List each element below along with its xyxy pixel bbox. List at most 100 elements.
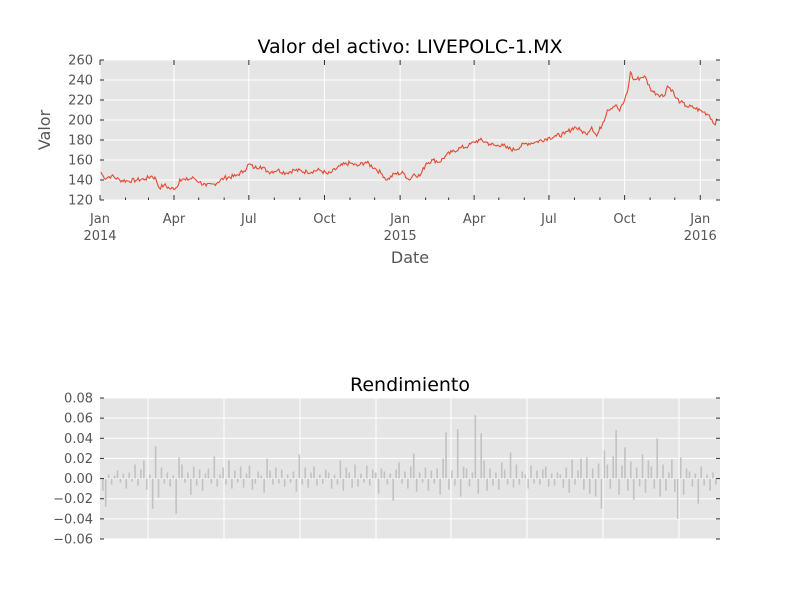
returns-bar bbox=[650, 466, 653, 479]
returns-bar bbox=[342, 478, 345, 491]
returns-bar bbox=[184, 478, 186, 483]
returns-bar bbox=[128, 472, 131, 479]
returns-bar bbox=[471, 472, 474, 479]
returns-bar bbox=[410, 466, 412, 479]
returns-bar bbox=[506, 478, 509, 485]
returns-bar bbox=[530, 465, 532, 479]
returns-bar bbox=[236, 478, 239, 483]
price-y-tick-label: 200 bbox=[68, 114, 93, 129]
returns-bar bbox=[433, 478, 436, 484]
returns-bar bbox=[407, 478, 409, 489]
returns-bar bbox=[512, 478, 515, 488]
returns-bar bbox=[448, 478, 450, 490]
returns-bar bbox=[260, 475, 263, 479]
returns-bar bbox=[307, 478, 309, 488]
returns-bar bbox=[242, 478, 245, 488]
returns-bar bbox=[330, 478, 333, 489]
price-x-tick-label: Oct bbox=[613, 212, 635, 227]
price-series bbox=[100, 70, 718, 191]
returns-bar bbox=[630, 461, 632, 479]
returns-bar bbox=[392, 478, 395, 501]
returns-bar bbox=[568, 478, 571, 493]
returns-bar bbox=[709, 478, 711, 491]
returns-bar bbox=[659, 478, 661, 497]
returns-bar bbox=[591, 468, 594, 479]
price-y-tick-label: 240 bbox=[68, 74, 93, 89]
returns-bar bbox=[239, 466, 242, 479]
returns-bar bbox=[688, 471, 691, 479]
returns-bar bbox=[386, 478, 389, 485]
returns-bar bbox=[304, 467, 307, 479]
returns-chart-title: Rendimiento bbox=[350, 374, 470, 396]
returns-bar bbox=[339, 460, 342, 479]
returns-bar bbox=[116, 470, 119, 479]
returns-bar bbox=[140, 469, 142, 479]
returns-bar bbox=[310, 472, 312, 479]
returns-bar bbox=[137, 478, 139, 486]
price-x-tick-year-label: 2014 bbox=[83, 229, 116, 244]
returns-bar bbox=[389, 473, 392, 479]
returns-bar bbox=[597, 463, 600, 479]
returns-bar bbox=[286, 474, 289, 479]
returns-bar bbox=[706, 474, 708, 479]
price-y-tick-label: 260 bbox=[68, 54, 93, 69]
returns-bar bbox=[492, 478, 494, 486]
price-y-tick-label: 220 bbox=[68, 94, 93, 109]
returns-bar bbox=[656, 438, 659, 479]
returns-bar bbox=[515, 464, 518, 479]
returns-bar bbox=[313, 466, 315, 479]
returns-bar bbox=[222, 467, 224, 479]
price-x-tick-label: Jan bbox=[689, 212, 710, 227]
returns-y-ticks: −0.06 −0.04 −0.02 0.00 0.02 0.04 0.06 0.08 bbox=[53, 392, 720, 548]
price-x-tick-label: Apr bbox=[163, 212, 186, 227]
returns-bar bbox=[586, 457, 588, 479]
returns-bar bbox=[533, 478, 535, 484]
returns-bar bbox=[674, 478, 676, 492]
returns-bar bbox=[146, 478, 148, 490]
returns-bar bbox=[509, 452, 512, 479]
price-y-tick-label: 120 bbox=[68, 194, 93, 209]
returns-bar bbox=[547, 478, 550, 487]
returns-bar bbox=[134, 464, 136, 479]
returns-bar bbox=[627, 478, 629, 491]
returns-bar bbox=[477, 478, 480, 494]
returns-bar bbox=[172, 475, 175, 479]
returns-y-tick-label: −0.06 bbox=[53, 533, 93, 548]
returns-bar bbox=[456, 429, 459, 479]
returns-bar bbox=[662, 464, 664, 479]
returns-bar bbox=[298, 454, 301, 479]
returns-bar bbox=[322, 478, 324, 484]
returns-bar bbox=[615, 430, 617, 479]
returns-bar bbox=[459, 478, 462, 497]
returns-bar bbox=[421, 478, 424, 483]
returns-bar bbox=[169, 478, 172, 487]
price-y-tick-label: 160 bbox=[68, 154, 93, 169]
returns-bar bbox=[104, 478, 107, 507]
returns-bar bbox=[122, 473, 125, 479]
returns-bar bbox=[638, 478, 641, 487]
returns-bar bbox=[363, 478, 365, 483]
returns-bar bbox=[700, 466, 703, 479]
returns-bar bbox=[398, 462, 400, 479]
returns-bar bbox=[404, 471, 406, 479]
price-x-ticks: Jan 2014 Apr Jul Oct Jan 2015 Apr Jul Oct Jan 2016 bbox=[83, 60, 717, 244]
returns-bar bbox=[424, 467, 427, 479]
returns-bar bbox=[465, 468, 468, 479]
price-y-tick-label: 180 bbox=[68, 134, 93, 149]
returns-bar bbox=[192, 466, 195, 479]
returns-bar bbox=[556, 472, 559, 479]
returns-bar bbox=[316, 478, 318, 486]
returns-bar bbox=[269, 470, 271, 479]
returns-bar bbox=[278, 478, 280, 484]
price-x-axis-label: Date bbox=[391, 248, 429, 267]
price-chart-title: Valor del activo: LIVEPOLC-1.MX bbox=[258, 36, 563, 58]
returns-bar bbox=[383, 471, 386, 479]
returns-bar bbox=[175, 478, 177, 514]
returns-bar bbox=[632, 478, 635, 500]
returns-bar bbox=[624, 447, 626, 479]
returns-bar bbox=[351, 478, 353, 488]
returns-bar bbox=[263, 478, 265, 493]
returns-bar bbox=[219, 474, 221, 479]
returns-bar bbox=[503, 469, 506, 479]
